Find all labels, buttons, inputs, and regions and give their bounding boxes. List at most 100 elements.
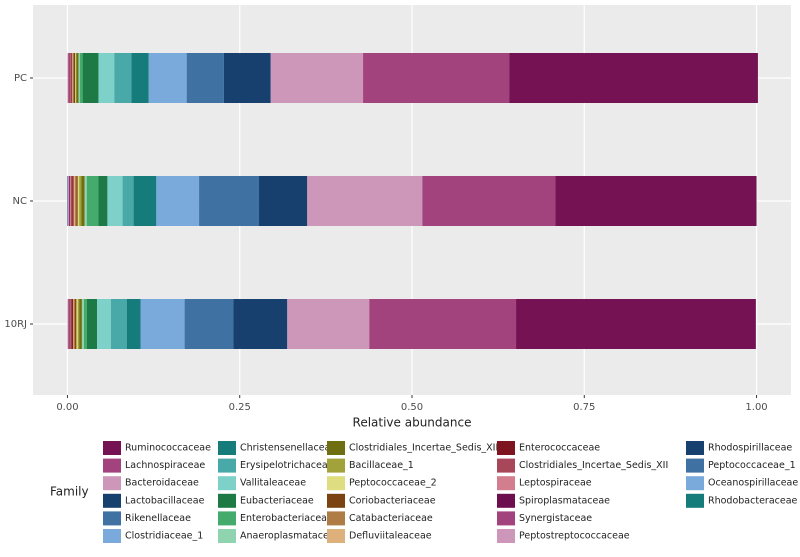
bar-segment xyxy=(81,299,84,349)
legend-label: Peptostreptococcaceae xyxy=(519,531,630,542)
bar-segment xyxy=(71,53,73,103)
bar-segment xyxy=(516,299,756,349)
bar-segment xyxy=(67,53,69,103)
bar-segment xyxy=(86,176,99,226)
legend-swatch xyxy=(103,493,121,508)
legend-label: Enterobacteriaceae xyxy=(240,513,333,524)
legend-label: Erysipelotrichaceae xyxy=(240,460,334,471)
bar-segment xyxy=(68,299,70,349)
legend-label: Peptococcaceae_1 xyxy=(708,460,796,471)
legend-label: Coriobacteriaceae xyxy=(349,495,436,506)
legend-swatch xyxy=(497,493,515,508)
legend-swatch xyxy=(218,458,236,473)
legend-swatch xyxy=(497,511,515,526)
legend-label: Vallitaleaceae xyxy=(240,478,306,489)
legend-swatch xyxy=(686,476,704,491)
bar-segment xyxy=(72,53,73,103)
x-tick-label: 0.25 xyxy=(229,402,251,413)
bar-segment xyxy=(69,176,71,226)
bar-segment xyxy=(73,176,76,226)
legend-label: Clostridiales_Incertae_Sedis_XII xyxy=(519,460,668,471)
bar-segment xyxy=(69,299,71,349)
bar-segment xyxy=(70,176,73,226)
bar-segment xyxy=(68,53,70,103)
legend-label: Lachnospiraceae xyxy=(125,460,205,471)
x-tick-label: 0.00 xyxy=(56,402,78,413)
legend-swatch xyxy=(686,441,704,455)
legend-label: Spiroplasmataceae xyxy=(519,495,610,506)
bar-segment xyxy=(307,176,423,226)
bar-segment xyxy=(509,53,758,103)
bar-segment xyxy=(73,53,76,103)
legend-swatch xyxy=(497,458,515,473)
legend-label: Ruminococcaceae xyxy=(125,443,211,454)
bar-segment xyxy=(133,176,157,226)
bar-segment xyxy=(68,176,69,226)
bar-segment xyxy=(73,299,76,349)
bar-segment xyxy=(70,176,71,226)
legend-swatch xyxy=(327,529,345,543)
y-tick-label: PC xyxy=(14,73,27,84)
legend-label: Enterococcaceae xyxy=(519,443,600,454)
bar-segment xyxy=(68,299,69,349)
bar-segment xyxy=(75,176,77,226)
bar-segment xyxy=(67,176,69,226)
bar-segment xyxy=(363,53,510,103)
bar-segment xyxy=(76,299,78,349)
legend-swatch xyxy=(327,476,345,491)
legend-swatch xyxy=(327,458,345,473)
bar-segment xyxy=(79,299,82,349)
x-axis-title: Relative abundance xyxy=(353,416,472,430)
bar-segment xyxy=(72,176,74,226)
bar-segment xyxy=(114,53,132,103)
bar-segment xyxy=(70,53,72,103)
legend-label: Rikenellaceae xyxy=(125,513,191,524)
bar-segment xyxy=(78,53,80,103)
legend-swatch xyxy=(497,476,515,491)
bar-segment xyxy=(98,176,108,226)
bar-segment xyxy=(555,176,757,226)
legend-label: Rhodospirillaceae xyxy=(708,443,792,454)
bar-segment xyxy=(122,176,134,226)
legend-swatch xyxy=(327,493,345,508)
legend-swatch xyxy=(327,511,345,526)
legend-swatch xyxy=(327,441,345,455)
bar-segment xyxy=(98,53,115,103)
legend-label: Eubacteriaceae xyxy=(240,495,314,506)
bar-segment xyxy=(270,53,364,103)
bar-segment xyxy=(184,299,234,349)
legend-swatch xyxy=(103,476,121,491)
legend-label: Bacteroidaceae xyxy=(125,478,199,489)
bar-segment xyxy=(77,299,80,349)
x-tick-label: 0.75 xyxy=(573,402,595,413)
legend-label: Clostridiales_Incertae_Sedis_XIII xyxy=(349,443,501,454)
bar-segment xyxy=(83,299,87,349)
bar-segment xyxy=(223,53,271,103)
bar-segment xyxy=(199,176,260,226)
bar-segment xyxy=(97,299,111,349)
bar-segment xyxy=(156,176,200,226)
bar-segment xyxy=(75,53,76,103)
bar-segment xyxy=(131,53,149,103)
legend-label: Anaeroplasmataceae xyxy=(240,531,341,542)
bar-segment xyxy=(107,176,123,226)
legend-swatch xyxy=(497,529,515,543)
legend-label: Clostridiaceae_1 xyxy=(125,531,203,542)
bar-segment xyxy=(77,176,80,226)
legend-label: Oceanospirillaceae xyxy=(708,478,798,489)
bar-segment xyxy=(76,176,78,226)
bar-segment xyxy=(76,53,79,103)
bar-segment xyxy=(79,53,83,103)
bar-segment xyxy=(79,176,82,226)
legend-label: Bacillaceae_1 xyxy=(349,460,414,471)
legend-label: Christensenellaceae xyxy=(240,443,336,454)
legend-swatch xyxy=(218,511,236,526)
legend-swatch xyxy=(103,441,121,455)
legend-swatch xyxy=(686,493,704,508)
legend-swatch xyxy=(497,441,515,455)
legend-swatch xyxy=(218,529,236,543)
bar-segment xyxy=(369,299,517,349)
bar-segment xyxy=(287,299,370,349)
bar-segment xyxy=(72,53,74,103)
